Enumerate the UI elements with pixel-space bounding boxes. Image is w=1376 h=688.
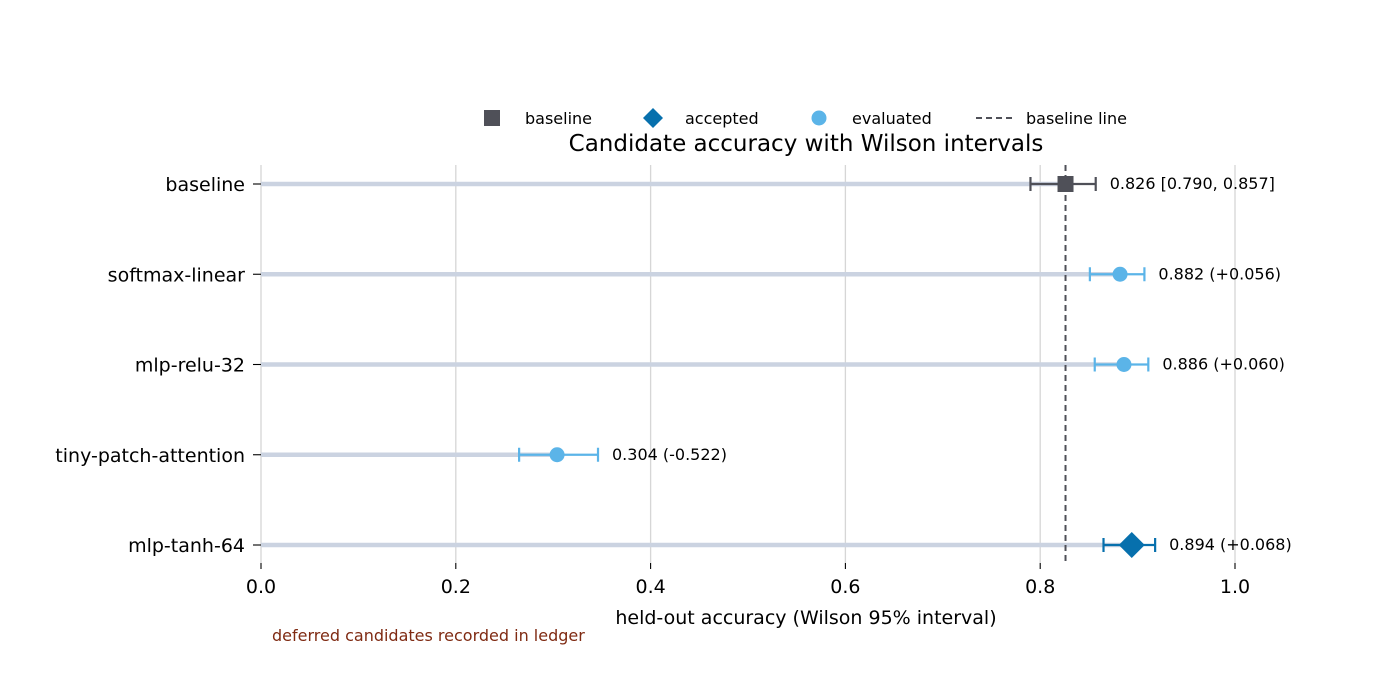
legend-marker-1 xyxy=(643,108,663,128)
annotation-mlp-relu-32: 0.886 (+0.060) xyxy=(1162,355,1285,374)
legend-label-1: accepted xyxy=(685,109,759,128)
marker-tiny-patch-attention xyxy=(549,447,565,463)
annotation-tiny-patch-attention: 0.304 (-0.522) xyxy=(612,445,727,464)
legend-label-0: baseline xyxy=(525,109,592,128)
marker-mlp-tanh-64 xyxy=(1118,532,1145,558)
annotation-baseline: 0.826 [0.790, 0.857] xyxy=(1110,174,1275,193)
legend-marker-0 xyxy=(484,110,500,126)
marker-mlp-relu-32 xyxy=(1116,357,1132,372)
marker-baseline xyxy=(1057,176,1074,192)
y-tick-label-softmax-linear: softmax-linear xyxy=(108,264,246,286)
footnote: deferred candidates recorded in ledger xyxy=(272,626,585,645)
data-marks: 0.826 [0.790, 0.857] 0.882 (+0.056) 0.886 … xyxy=(518,174,1292,558)
track-bars xyxy=(261,181,1132,548)
marker-softmax-linear xyxy=(1112,266,1128,282)
y-tick-label-mlp-tanh-64: mlp-tanh-64 xyxy=(128,535,245,557)
x-tick-label-2: 0.4 xyxy=(635,576,665,598)
legend-label-2: evaluated xyxy=(852,109,932,128)
legend: baseline accepted evaluated baseline line xyxy=(484,108,1127,128)
y-tick-label-mlp-relu-32: mlp-relu-32 xyxy=(135,355,245,377)
x-tick-label-0: 0.0 xyxy=(246,576,276,598)
chart-title: Candidate accuracy with Wilson intervals xyxy=(569,131,1044,157)
y-axis-ticks: baseline softmax-linear mlp-relu-32 tiny-pa… xyxy=(55,174,261,557)
y-tick-label-baseline: baseline xyxy=(165,174,245,196)
annotation-mlp-tanh-64: 0.894 (+0.068) xyxy=(1169,535,1292,554)
x-axis-label: held-out accuracy (Wilson 95% interval) xyxy=(615,607,996,629)
y-tick-label-tiny-patch-attention: tiny-patch-attention xyxy=(55,445,245,467)
x-tick-label-1: 0.2 xyxy=(441,576,471,598)
x-tick-label-3: 0.6 xyxy=(830,576,860,598)
x-tick-label-4: 0.8 xyxy=(1025,576,1055,598)
x-tick-label-5: 1.0 xyxy=(1220,576,1250,598)
annotation-softmax-linear: 0.882 (+0.056) xyxy=(1158,264,1281,283)
x-axis-ticks: 0.0 0.2 0.4 0.6 0.8 1.0 xyxy=(246,563,1250,598)
legend-label-3: baseline line xyxy=(1026,109,1127,128)
legend-marker-2 xyxy=(811,110,827,126)
